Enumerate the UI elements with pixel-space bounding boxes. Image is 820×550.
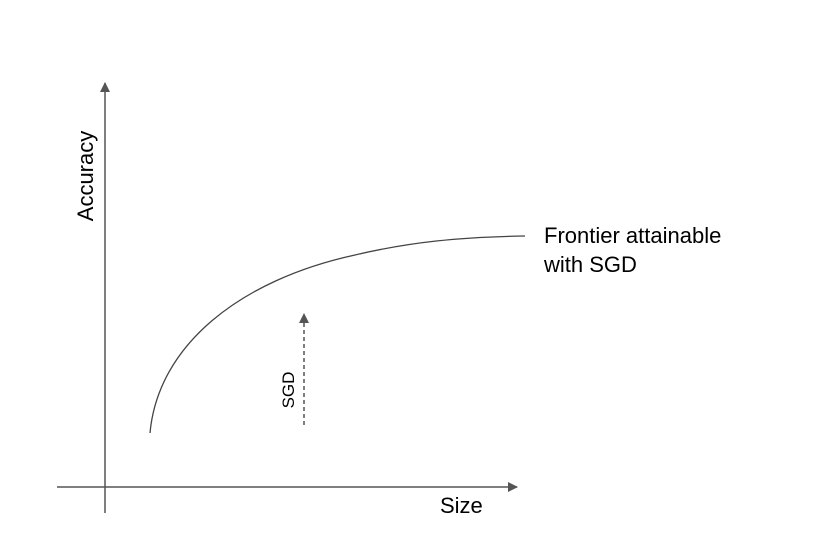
sgd-arrow-label: SGD — [279, 372, 298, 409]
curve-label-line1: Frontier attainable — [544, 223, 721, 248]
curve-label-line2: with SGD — [543, 252, 637, 277]
x-axis-label: Size — [440, 493, 483, 518]
y-axis-label: Accuracy — [73, 131, 98, 221]
frontier-curve — [149, 235, 526, 434]
